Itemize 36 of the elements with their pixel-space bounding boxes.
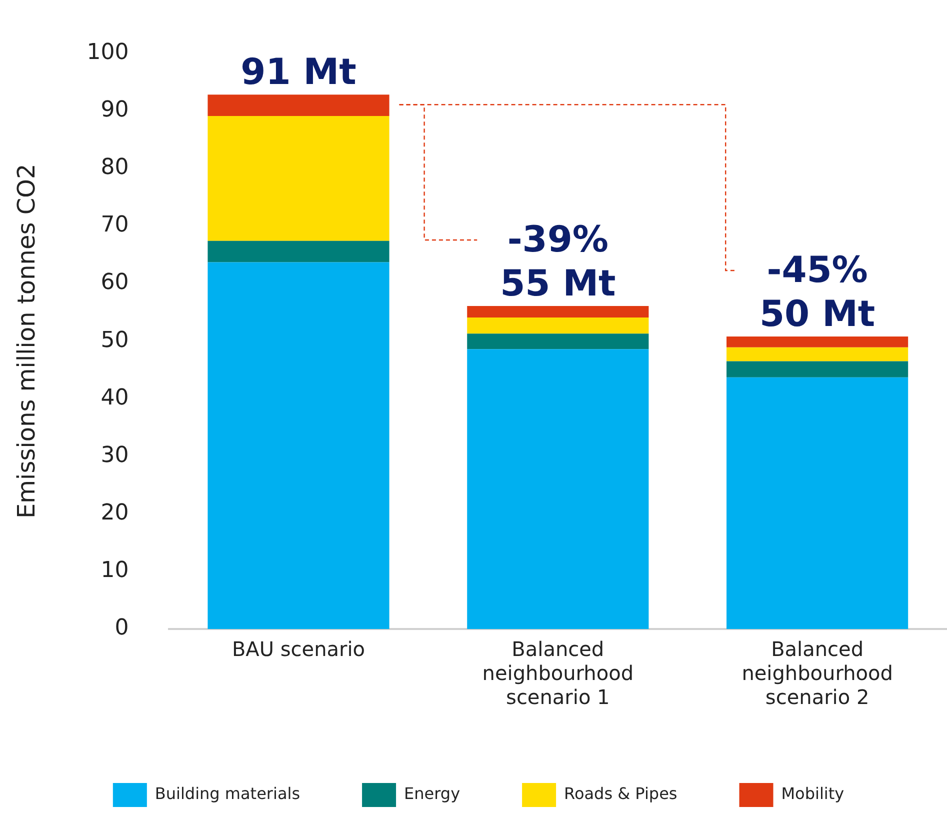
y-tick-label: 30	[100, 442, 129, 468]
y-tick-label: 80	[100, 155, 129, 180]
bar	[208, 116, 390, 241]
annotation: -39%	[507, 219, 608, 260]
y-tick-label: 60	[100, 270, 129, 296]
bar	[467, 334, 649, 350]
y-tick-label: 40	[100, 385, 129, 410]
bar	[726, 347, 908, 362]
bar	[208, 262, 390, 629]
bar	[208, 240, 390, 262]
y-tick-label: 0	[114, 616, 129, 641]
bar	[208, 94, 390, 116]
bar	[726, 336, 908, 348]
y-tick-label: 100	[86, 40, 129, 65]
y-tick-label: 70	[100, 212, 129, 238]
legend-label: Building materials	[154, 784, 300, 804]
legend-label: Mobility	[781, 784, 844, 804]
y-tick-label: 20	[100, 500, 129, 526]
legend-label: Roads & Pipes	[564, 784, 678, 804]
total-label: 91 Mt	[240, 52, 356, 94]
total-label: 50 Mt	[759, 294, 876, 335]
bar	[467, 317, 649, 334]
annotation: -45%	[766, 250, 868, 291]
bar	[726, 377, 908, 629]
bar	[467, 306, 649, 318]
total-label: 55 Mt	[500, 263, 616, 304]
y-tick-label: 50	[100, 328, 129, 353]
bar	[467, 349, 649, 629]
bar	[726, 361, 908, 378]
y-axis-title: Emissions million tonnes CO2	[12, 164, 41, 519]
y-tick-label: 90	[100, 98, 129, 122]
x-tick-label: BAU scenario	[232, 637, 366, 662]
x-tick-label: Balanced neighbourhood scenario 1	[482, 637, 634, 710]
x-tick-label: Balanced neighbourhood scenario 2	[742, 637, 893, 710]
y-tick-label: 10	[100, 558, 129, 584]
legend-label: Energy	[404, 784, 460, 804]
